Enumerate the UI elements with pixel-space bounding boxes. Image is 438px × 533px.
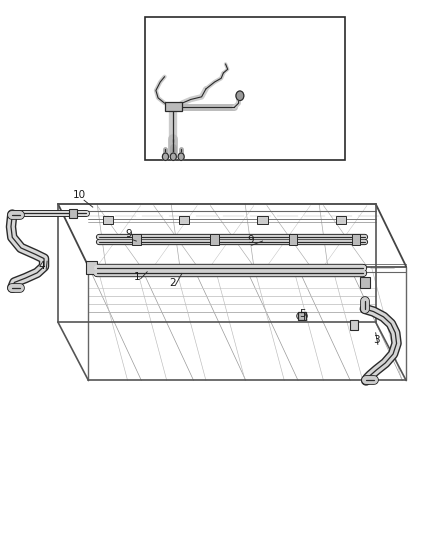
Bar [336,216,346,224]
Bar [210,233,219,245]
Text: 9: 9 [125,229,132,239]
Text: 1: 1 [134,272,141,282]
Text: 5: 5 [300,309,306,319]
Circle shape [178,153,184,160]
Bar [352,233,360,245]
Circle shape [236,91,244,101]
Text: 2: 2 [169,278,176,288]
Text: 3: 3 [374,335,380,345]
Bar [350,319,358,330]
Circle shape [162,153,169,160]
Circle shape [170,153,177,160]
Bar [360,277,370,288]
Bar [298,312,306,319]
Bar [179,216,189,224]
Bar [103,216,113,224]
Bar [289,233,297,245]
Bar [257,216,268,224]
Text: 9: 9 [247,235,254,245]
Bar [145,17,345,160]
Bar [86,261,97,274]
Text: 10: 10 [73,190,86,199]
Bar [165,102,182,111]
Bar [132,233,141,245]
Text: 4: 4 [39,261,45,271]
Bar [69,209,77,217]
